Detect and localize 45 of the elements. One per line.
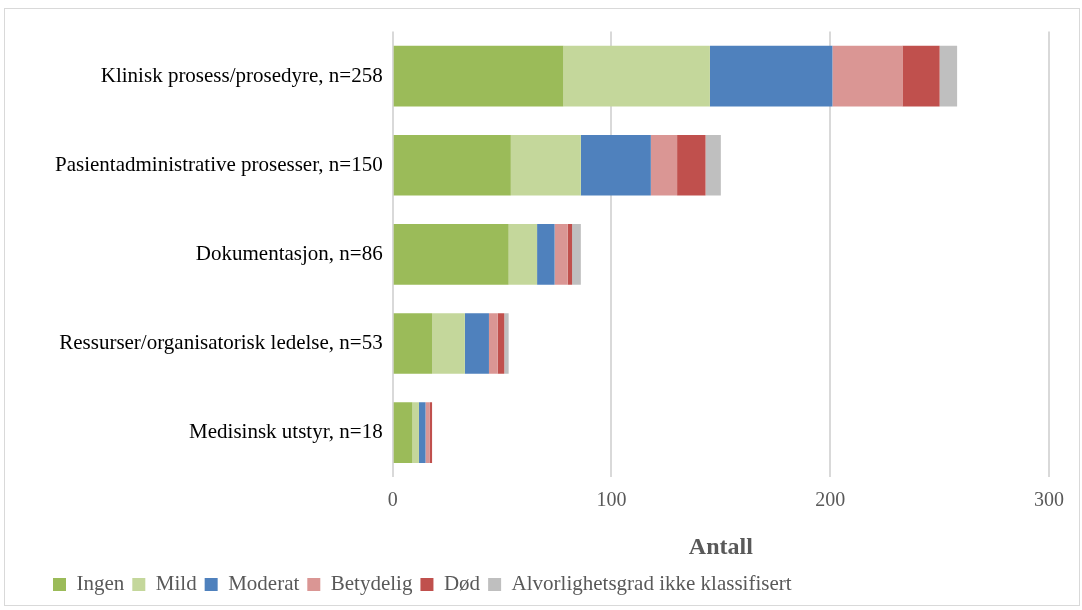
bar — [510, 134, 581, 196]
legend-label: Mild — [155, 571, 198, 596]
legend-label: Moderat — [228, 571, 300, 596]
legend-label: Død — [443, 571, 481, 596]
bar — [393, 402, 413, 463]
x-tick-label: 100 — [596, 488, 627, 511]
bar — [554, 224, 568, 285]
bar — [705, 134, 721, 196]
bar — [393, 45, 564, 107]
bar — [393, 224, 509, 285]
legend-label: Ingen — [76, 571, 125, 596]
bar — [650, 134, 678, 196]
bar — [677, 134, 706, 196]
legend-label: Alvorlighetsgrad ikke klassifisert — [511, 571, 792, 596]
bar — [412, 402, 419, 463]
bar — [902, 45, 940, 107]
bar — [580, 134, 651, 196]
y-tick-label: Dokumentasjon, n=86 — [195, 240, 383, 265]
bar — [504, 313, 509, 374]
bar — [537, 224, 555, 285]
y-tick-label: Pasientadministrative prosesser, n=150 — [54, 151, 383, 176]
bar — [709, 45, 833, 107]
bar — [497, 313, 505, 374]
x-tick-label: 200 — [815, 488, 846, 511]
bar — [563, 45, 710, 107]
bar — [418, 402, 426, 463]
bar — [393, 134, 511, 196]
bar — [939, 45, 958, 107]
bar — [488, 313, 498, 374]
x-tick-label: 300 — [1034, 488, 1064, 511]
bar — [432, 313, 465, 374]
bar — [464, 313, 489, 374]
bar — [508, 224, 538, 285]
bar — [572, 224, 581, 285]
bar — [393, 313, 433, 374]
x-axis-title: Antall — [688, 532, 754, 559]
bar — [832, 45, 903, 107]
legend-label: Betydelig — [330, 571, 413, 596]
y-tick-label: Klinisk prosess/prosedyre, n=258 — [100, 62, 383, 87]
bar — [425, 402, 430, 463]
x-tick-label: 0 — [387, 488, 398, 511]
y-tick-label: Ressurser/organisatorisk ledelse, n=53 — [59, 330, 383, 355]
bar — [567, 224, 573, 285]
bar — [429, 402, 433, 463]
y-tick-label: Medisinsk utstyr, n=18 — [189, 419, 383, 444]
